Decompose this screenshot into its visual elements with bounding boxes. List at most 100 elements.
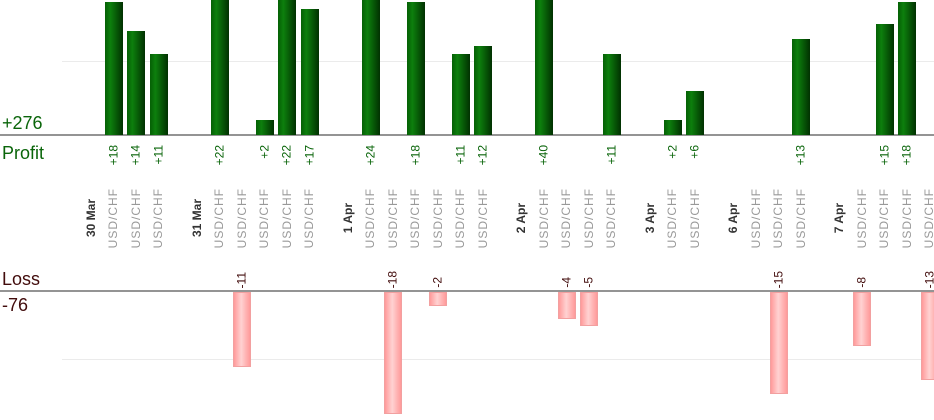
profit-value-label: +11 — [604, 145, 619, 165]
trade-column: +18 USD/CHF — [405, 0, 428, 420]
profit-total: +276 — [2, 113, 43, 133]
instrument-label: USD/CHF — [385, 188, 400, 249]
date-column: 6 Apr — [723, 0, 746, 420]
profit-value-label: +14 — [128, 145, 143, 166]
axis-label-slot: USD/CHF — [299, 185, 322, 252]
instrument-label: USD/CHF — [877, 188, 892, 249]
date-group: 7 Apr -8 USD/CHF +15 USD/CHF +18 USD/CHF -13 USD… — [829, 0, 934, 420]
date-group: 31 Mar +22 USD/CHF -11 USD/CHF +2 USD/CHF +22 US… — [186, 0, 321, 420]
trade-column: -18 USD/CHF — [382, 0, 405, 420]
axis-label-slot: USD/CHF — [209, 185, 232, 252]
trade-column: USD/CHF — [745, 0, 768, 420]
instrument-label: USD/CHF — [854, 188, 869, 249]
profit-bar — [210, 0, 229, 135]
date-label: 2 Apr — [514, 203, 529, 234]
instrument-label: USD/CHF — [151, 188, 166, 249]
instrument-label: USD/CHF — [687, 188, 702, 249]
loss-bar — [580, 292, 598, 326]
profit-bar — [875, 24, 894, 135]
loss-value-label: -5 — [581, 277, 596, 288]
axis-label-slot: USD/CHF — [745, 185, 768, 252]
trade-column: +40 USD/CHF — [533, 0, 556, 420]
profit-bar — [127, 31, 145, 135]
trade-column: +2 USD/CHF — [662, 0, 685, 420]
instrument-label: USD/CHF — [128, 188, 143, 249]
loss-value-label: -15 — [771, 270, 786, 288]
profit-bar — [104, 1, 123, 135]
instrument-label: USD/CHF — [475, 188, 490, 249]
trade-column: -13 USD/CHF — [919, 0, 934, 420]
axis-label-slot: USD/CHF — [360, 185, 383, 252]
instrument-label: USD/CHF — [408, 188, 423, 249]
date-column: 30 Mar — [80, 0, 103, 420]
axis-label-slot: USD/CHF — [556, 185, 579, 252]
loss-value-label: -8 — [854, 277, 869, 288]
instrument-label: USD/CHF — [559, 188, 574, 249]
loss-total: -76 — [2, 295, 29, 315]
axis-label-slot: USD/CHF — [896, 185, 919, 252]
loss-bar — [233, 292, 251, 367]
axis-label-slot: USD/CHF — [768, 185, 791, 252]
axis-label-slot: 7 Apr — [829, 185, 852, 252]
profit-gridline-plus10 — [62, 61, 934, 62]
loss-value-label: -13 — [922, 270, 934, 288]
axis-label-slot: USD/CHF — [684, 185, 707, 252]
loss-bar — [557, 292, 576, 320]
loss-axis-title: Loss — [2, 269, 41, 289]
axis-label-slot: 2 Apr — [511, 185, 534, 252]
loss-bar — [920, 292, 934, 381]
trade-column: -4 USD/CHF — [556, 0, 579, 420]
trade-column: +11 USD/CHF — [450, 0, 473, 420]
axis-label-slot: USD/CHF — [874, 185, 897, 252]
loss-bar — [853, 292, 871, 347]
profit-bar — [686, 90, 704, 135]
trade-column: -8 USD/CHF — [851, 0, 874, 420]
instrument-label: USD/CHF — [257, 188, 272, 249]
trade-column: +2 USD/CHF — [254, 0, 277, 420]
trade-column: +22 USD/CHF — [276, 0, 299, 420]
axis-label-slot: USD/CHF — [125, 185, 148, 252]
loss-bar — [429, 292, 447, 306]
date-column: 7 Apr — [829, 0, 852, 420]
date-group: 3 Apr +2 USD/CHF +6 USD/CHF — [639, 0, 707, 420]
profit-bar — [602, 53, 621, 135]
profit-value-label: +18 — [408, 145, 423, 166]
trade-column: +6 USD/CHF — [684, 0, 707, 420]
profit-bar — [792, 38, 810, 135]
axis-label-slot: USD/CHF — [472, 185, 495, 252]
axis-label-slot: USD/CHF — [427, 185, 450, 252]
profit-bar — [300, 9, 319, 135]
axis-label-slot: USD/CHF — [662, 185, 685, 252]
date-column: 31 Mar — [186, 0, 209, 420]
axis-label-slot: USD/CHF — [382, 185, 405, 252]
loss-gridline-minus10 — [62, 359, 934, 360]
instrument-label: USD/CHF — [771, 188, 786, 249]
profit-value-label: +18 — [106, 145, 121, 166]
trade-column: +22 USD/CHF — [209, 0, 232, 420]
profit-baseline — [0, 134, 934, 136]
loss-bar — [769, 292, 788, 394]
profit-bar — [149, 53, 168, 135]
trade-column: +12 USD/CHF — [472, 0, 495, 420]
instrument-label: USD/CHF — [212, 188, 227, 249]
date-group: 6 Apr USD/CHF -15 USD/CHF +13 USD/CHF — [723, 0, 813, 420]
instrument-label: USD/CHF — [793, 188, 808, 249]
profit-value-label: +2 — [257, 145, 272, 159]
instrument-label: USD/CHF — [363, 188, 378, 249]
instrument-label: USD/CHF — [665, 188, 680, 249]
axis-label-slot: USD/CHF — [790, 185, 813, 252]
profit-value-label: +2 — [665, 145, 680, 159]
date-label: 6 Apr — [726, 203, 741, 234]
chart-columns: 30 Mar +18 USD/CHF +14 USD/CHF +11 USD/CHF 31 M… — [80, 0, 934, 420]
axis-label-slot: USD/CHF — [254, 185, 277, 252]
profit-value-label: +11 — [453, 145, 468, 165]
axis-label-slot: USD/CHF — [103, 185, 126, 252]
axis-label-slot: USD/CHF — [601, 185, 624, 252]
profit-bar — [451, 53, 470, 135]
profit-value-label: +22 — [279, 145, 294, 166]
profit-value-label: +24 — [363, 145, 378, 166]
profit-bar — [663, 120, 682, 135]
loss-baseline — [0, 290, 934, 292]
instrument-label: USD/CHF — [279, 188, 294, 249]
